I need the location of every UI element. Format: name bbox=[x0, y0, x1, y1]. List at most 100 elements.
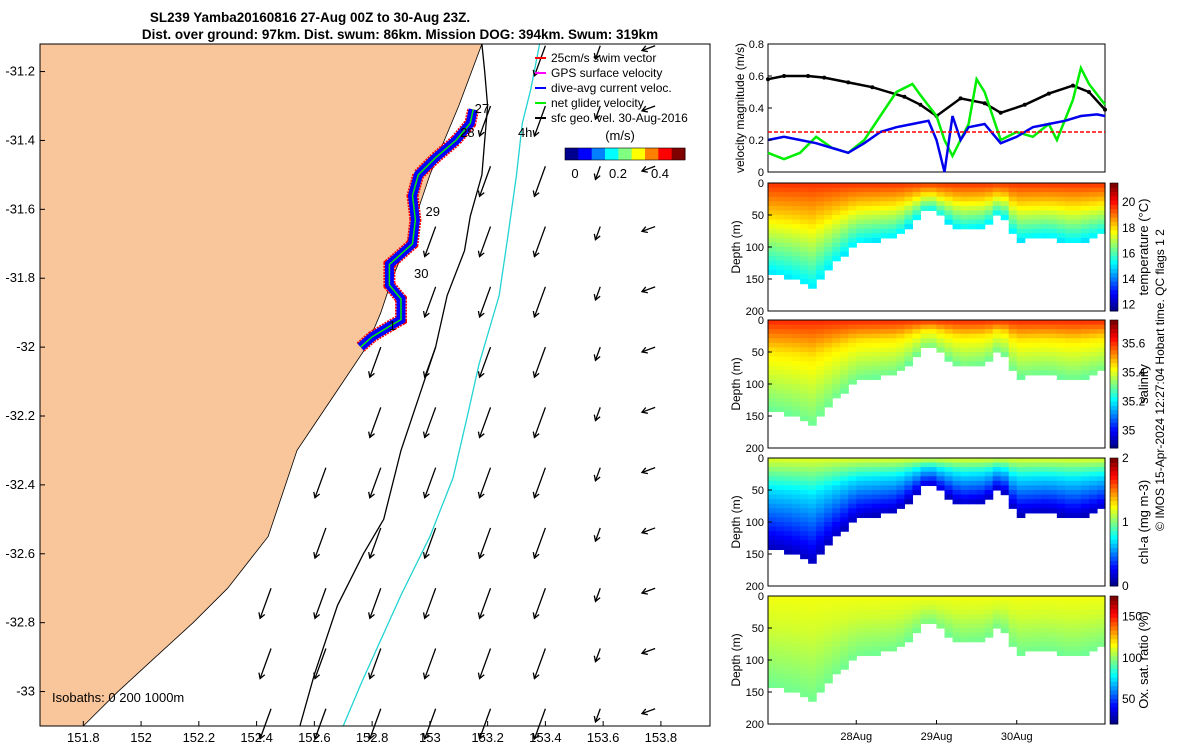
section-cell bbox=[1088, 352, 1098, 358]
section-cell bbox=[1096, 183, 1106, 189]
section-cell bbox=[856, 329, 865, 335]
section-cell bbox=[832, 352, 841, 358]
map-ytick-label: -31.2 bbox=[5, 64, 35, 79]
section-cell bbox=[880, 508, 889, 514]
section-cell bbox=[872, 508, 881, 514]
section-cell bbox=[880, 628, 889, 634]
section-cell bbox=[1064, 361, 1074, 367]
section-cell bbox=[984, 324, 994, 330]
section-cell bbox=[768, 462, 777, 468]
section-cell bbox=[1000, 342, 1010, 349]
section-cell bbox=[1056, 480, 1066, 487]
section-cell bbox=[848, 480, 857, 487]
section-cell bbox=[1048, 228, 1058, 234]
section-cell bbox=[1048, 471, 1058, 477]
section-cell bbox=[872, 205, 881, 212]
section-cell bbox=[960, 352, 970, 358]
section-cell bbox=[1096, 347, 1106, 353]
section-cell bbox=[992, 476, 1002, 482]
section-cell bbox=[920, 320, 930, 326]
section-cell bbox=[864, 641, 873, 647]
section-cell bbox=[936, 467, 946, 473]
section-cell bbox=[840, 623, 849, 629]
section-cell bbox=[1056, 233, 1066, 239]
section-cell bbox=[1096, 458, 1106, 464]
section-cell bbox=[872, 646, 881, 652]
section-cell bbox=[824, 458, 833, 464]
section-cell bbox=[880, 471, 889, 477]
section-cell bbox=[1072, 471, 1082, 477]
section-cell bbox=[792, 356, 801, 362]
section-cell bbox=[1064, 632, 1074, 638]
section-colorbar-swatch bbox=[1110, 204, 1118, 210]
section-cell bbox=[768, 669, 777, 675]
geo-arrow-head bbox=[640, 527, 648, 535]
section-cell bbox=[1048, 600, 1058, 606]
section-cell bbox=[944, 632, 954, 638]
section-cell bbox=[768, 251, 777, 257]
section-cell bbox=[1056, 618, 1066, 625]
geo-arrow bbox=[641, 406, 656, 413]
section-cell bbox=[992, 338, 1002, 344]
section-cell bbox=[848, 352, 857, 358]
section-cell bbox=[776, 499, 785, 505]
section-cell bbox=[960, 618, 970, 625]
section-cell bbox=[784, 494, 793, 500]
section-cell bbox=[808, 219, 817, 225]
section-cell bbox=[816, 361, 825, 367]
section-cell bbox=[784, 614, 793, 620]
section-cell bbox=[816, 242, 825, 248]
section-cell bbox=[960, 196, 970, 202]
glider-track-map: 2728293014h-31.2-31.4-31.6-31.8-32-32.2-… bbox=[5, 43, 711, 745]
section-cell bbox=[832, 393, 841, 399]
section-cell bbox=[1032, 614, 1042, 620]
section-cell bbox=[1048, 320, 1058, 326]
section-cell bbox=[808, 256, 817, 262]
section-cell bbox=[936, 609, 946, 615]
section-cell bbox=[896, 356, 906, 362]
section-colorbar-tick: 35.2 bbox=[1122, 394, 1146, 408]
section-cell bbox=[768, 471, 777, 477]
section-cell bbox=[1000, 618, 1010, 625]
section-cell bbox=[888, 623, 897, 629]
section-cell bbox=[824, 196, 833, 202]
section-cell bbox=[952, 183, 962, 189]
section-colorbar-swatch bbox=[1110, 560, 1118, 566]
section-cell bbox=[808, 490, 817, 496]
section-cell bbox=[952, 215, 962, 221]
section-cell bbox=[1080, 490, 1090, 496]
map-ytick-label: -32.2 bbox=[5, 408, 35, 423]
section-cell bbox=[984, 458, 994, 464]
section-cell bbox=[776, 374, 785, 381]
section-cell bbox=[920, 476, 930, 482]
section-cell bbox=[912, 628, 922, 634]
section-cell bbox=[984, 196, 994, 202]
section-cell bbox=[1048, 205, 1058, 212]
section-cell bbox=[816, 614, 825, 620]
section-cell bbox=[856, 224, 865, 230]
isobaths-label: Isobaths: 0 200 1000m bbox=[52, 690, 184, 705]
section-cell bbox=[1064, 201, 1074, 207]
section-cell bbox=[816, 508, 825, 514]
section-cell bbox=[1024, 361, 1034, 367]
section-cell bbox=[960, 471, 970, 477]
map-xtick-label: 153.8 bbox=[645, 730, 678, 745]
section-cell bbox=[880, 467, 889, 473]
section-cell bbox=[1000, 462, 1010, 468]
section-cell bbox=[1072, 623, 1082, 629]
section-cell bbox=[768, 242, 777, 248]
section-xtick-label: 30Aug bbox=[1001, 731, 1033, 743]
section-cell bbox=[792, 494, 801, 500]
section-colorbar-swatch bbox=[1110, 660, 1118, 665]
section-cell bbox=[800, 462, 809, 468]
geo-arrow bbox=[641, 587, 656, 594]
section-cell bbox=[768, 678, 777, 684]
section-cell bbox=[816, 476, 825, 482]
section-cell bbox=[792, 669, 801, 675]
section-cell bbox=[968, 623, 978, 629]
section-cell bbox=[816, 673, 825, 679]
section-cell bbox=[976, 605, 986, 611]
section-cell bbox=[864, 600, 873, 606]
section-cell bbox=[808, 485, 817, 491]
section-cell bbox=[848, 233, 857, 239]
